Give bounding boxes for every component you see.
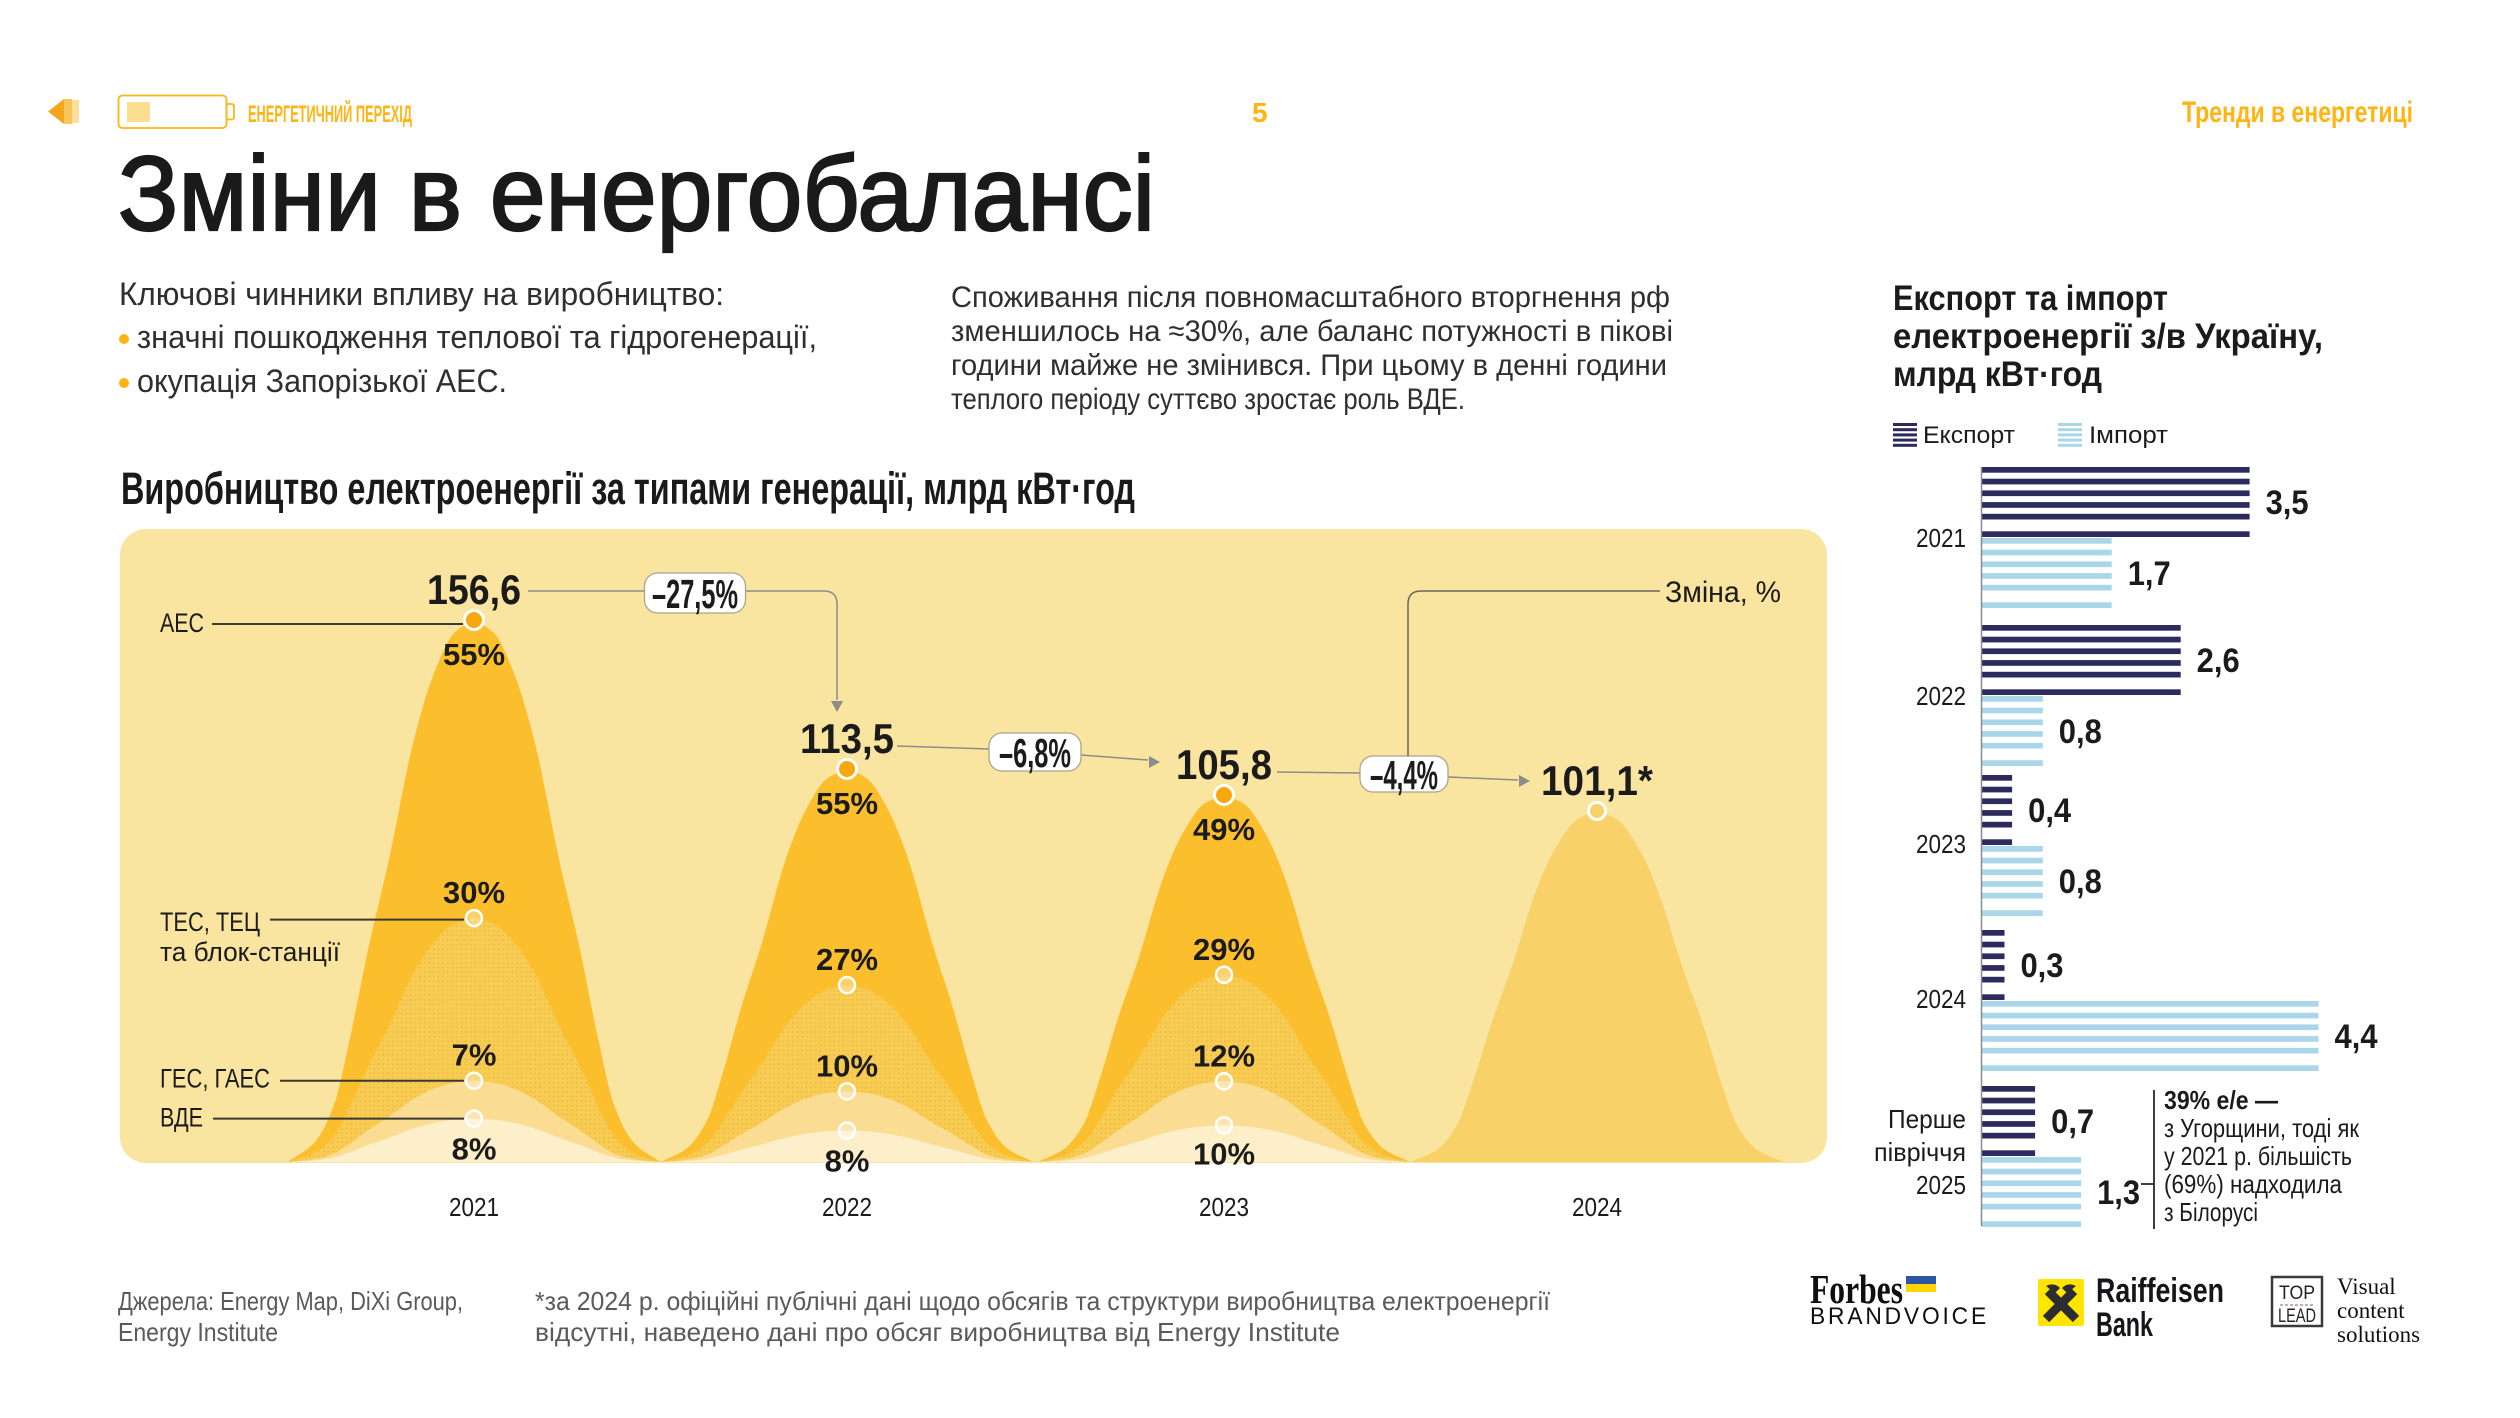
svg-text:2023: 2023 xyxy=(1916,829,1966,859)
svg-text:0,8: 0,8 xyxy=(2059,713,2102,751)
svg-text:(69%) надходила: (69%) надходила xyxy=(2164,1169,2342,1199)
svg-text:content: content xyxy=(2337,1298,2405,1323)
svg-text:29%: 29% xyxy=(1193,932,1255,967)
svg-text:55%: 55% xyxy=(816,786,878,821)
svg-text:10%: 10% xyxy=(816,1048,878,1083)
svg-text:Тренди в енергетиці: Тренди в енергетиці xyxy=(2182,96,2413,129)
svg-text:49%: 49% xyxy=(1193,812,1255,847)
svg-text:Ключові чинники впливу на виро: Ключові чинники впливу на виробництво: xyxy=(119,276,724,312)
svg-text:ЕНЕРГЕТИЧНИЙ ПЕРЕХІД: ЕНЕРГЕТИЧНИЙ ПЕРЕХІД xyxy=(248,100,412,128)
svg-text:Експорт та імпорт: Експорт та імпорт xyxy=(1893,279,2168,318)
svg-text:Raiffeisen: Raiffeisen xyxy=(2096,1272,2224,1310)
svg-text:8%: 8% xyxy=(825,1144,870,1179)
svg-text:105,8: 105,8 xyxy=(1176,741,1272,788)
svg-text:Виробництво електроенергії за: Виробництво електроенергії за типами ген… xyxy=(121,463,1135,514)
svg-text:LEAD: LEAD xyxy=(2278,1306,2316,1327)
svg-text:39% е/е —: 39% е/е — xyxy=(2164,1085,2278,1115)
svg-text:значні пошкодження теплової та: значні пошкодження теплової та гідрогене… xyxy=(137,319,817,355)
svg-text:2,6: 2,6 xyxy=(2197,642,2240,680)
svg-text:2021: 2021 xyxy=(1916,523,1966,553)
svg-text:Перше: Перше xyxy=(1888,1104,1966,1134)
svg-text:ТЕС, ТЕЦ: ТЕС, ТЕЦ xyxy=(160,907,260,937)
svg-text:зменшилось на ≈30%, але баланс: зменшилось на ≈30%, але баланс потужност… xyxy=(951,315,1673,348)
svg-text:27%: 27% xyxy=(816,942,878,977)
svg-text:ВДЕ: ВДЕ xyxy=(160,1103,203,1133)
svg-text:у 2021 р. більшість: у 2021 р. більшість xyxy=(2164,1141,2352,1171)
svg-text:теплого періоду суттєво зроста: теплого періоду суттєво зростає роль ВДЕ… xyxy=(951,383,1465,416)
svg-text:Visual: Visual xyxy=(2337,1274,2396,1299)
svg-text:відсутні, наведено дані про об: відсутні, наведено дані про обсяг виробн… xyxy=(535,1317,1340,1347)
svg-text:півріччя: півріччя xyxy=(1874,1137,1966,1167)
svg-text:Експорт: Експорт xyxy=(1923,422,2015,449)
svg-text:solutions: solutions xyxy=(2337,1322,2420,1347)
svg-text:Споживання після повномасштабн: Споживання після повномасштабного вторгн… xyxy=(951,281,1670,314)
svg-text:з Угорщини, тоді як: з Угорщини, тоді як xyxy=(2164,1113,2360,1143)
svg-text:–4,4%: –4,4% xyxy=(1370,752,1438,798)
svg-text:*за 2024 р. офіційні публічні: *за 2024 р. офіційні публічні дані щодо … xyxy=(535,1286,1550,1316)
svg-text:4,4: 4,4 xyxy=(2335,1018,2378,1056)
svg-text:Імпорт: Імпорт xyxy=(2089,422,2168,449)
svg-text:Зміна, %: Зміна, % xyxy=(1665,576,1781,609)
svg-text:8%: 8% xyxy=(452,1132,497,1167)
svg-text:1,3: 1,3 xyxy=(2097,1174,2140,1212)
svg-text:2023: 2023 xyxy=(1199,1192,1249,1222)
svg-text:TOP: TOP xyxy=(2279,1283,2315,1304)
svg-text:30%: 30% xyxy=(443,875,505,910)
svg-text:1,7: 1,7 xyxy=(2128,555,2171,593)
svg-text:та блок-станції: та блок-станції xyxy=(160,937,341,967)
svg-text:з Білорусі: з Білорусі xyxy=(2164,1197,2258,1227)
svg-text:0,4: 0,4 xyxy=(2028,792,2071,830)
svg-text:0,3: 0,3 xyxy=(2020,947,2063,985)
svg-text:10%: 10% xyxy=(1193,1136,1255,1171)
svg-text:ГЕС, ГАЕС: ГЕС, ГАЕС xyxy=(160,1064,270,1094)
svg-text:2024: 2024 xyxy=(1572,1192,1622,1222)
svg-text:5: 5 xyxy=(1252,97,1268,128)
svg-text:7%: 7% xyxy=(452,1038,497,1073)
svg-text:0,8: 0,8 xyxy=(2059,863,2102,901)
svg-text:години майже не змінився. При: години майже не змінився. При цьому в де… xyxy=(951,349,1667,382)
svg-text:2022: 2022 xyxy=(822,1192,872,1222)
svg-text:Forbes: Forbes xyxy=(1810,1266,1903,1312)
svg-text:3,5: 3,5 xyxy=(2266,484,2309,522)
svg-text:0,7: 0,7 xyxy=(2051,1103,2094,1141)
svg-text:101,1*: 101,1* xyxy=(1541,757,1654,804)
svg-text:Energy Institute: Energy Institute xyxy=(118,1317,278,1347)
svg-text:55%: 55% xyxy=(443,637,505,672)
svg-text:АЕС: АЕС xyxy=(160,608,204,638)
svg-text:2021: 2021 xyxy=(449,1192,499,1222)
svg-text:12%: 12% xyxy=(1193,1038,1255,1073)
svg-text:113,5: 113,5 xyxy=(800,715,894,762)
svg-text:156,6: 156,6 xyxy=(427,566,521,613)
svg-text:2024: 2024 xyxy=(1916,984,1966,1014)
svg-text:Джерела: Energy Map, DiXi Grou: Джерела: Energy Map, DiXi Group, xyxy=(118,1286,463,1316)
svg-text:–6,8%: –6,8% xyxy=(999,730,1071,776)
svg-text:2025: 2025 xyxy=(1916,1170,1966,1200)
svg-text:BRANDVOICE: BRANDVOICE xyxy=(1810,1303,1989,1330)
svg-text:–27,5%: –27,5% xyxy=(652,571,738,617)
svg-text:2022: 2022 xyxy=(1916,681,1966,711)
svg-text:Зміни в енергобалансі: Зміни в енергобалансі xyxy=(118,135,1155,253)
svg-text:Bank: Bank xyxy=(2096,1306,2153,1344)
svg-text:окупація Запорізької АЕС.: окупація Запорізької АЕС. xyxy=(137,363,507,399)
svg-text:млрд кВт·год: млрд кВт·год xyxy=(1893,355,2102,394)
svg-text:електроенергії з/в Україну,: електроенергії з/в Україну, xyxy=(1893,317,2323,356)
